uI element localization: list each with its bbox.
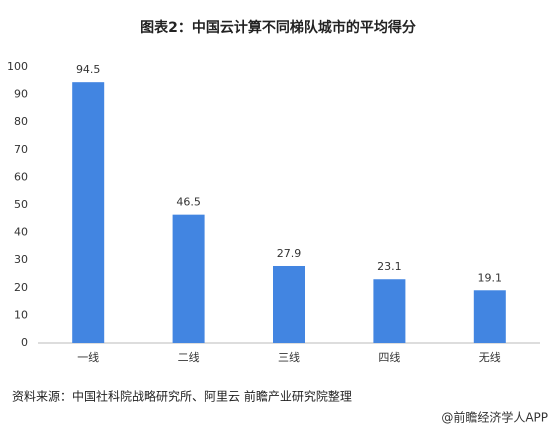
y-tick-label: 20 <box>14 281 28 294</box>
bar <box>72 82 105 344</box>
bar <box>172 214 205 343</box>
value-label: 94.5 <box>76 63 101 76</box>
x-tick-label: 四线 <box>378 350 400 364</box>
x-tick-label: 三线 <box>278 350 300 364</box>
value-label: 19.1 <box>478 271 503 284</box>
bar <box>273 265 305 343</box>
x-tick-label: 一线 <box>77 350 99 364</box>
y-tick-label: 60 <box>14 170 28 183</box>
y-tick-label: 40 <box>14 226 28 239</box>
y-tick-label: 50 <box>14 198 28 211</box>
y-tick-label: 80 <box>14 115 28 128</box>
y-tick-label: 30 <box>14 253 28 266</box>
chart-title: 图表2：中国云计算不同梯队城市的平均得分 <box>140 19 416 36</box>
x-tick-label: 二线 <box>178 350 200 364</box>
bar <box>373 279 406 343</box>
value-label: 27.9 <box>277 247 302 260</box>
y-tick-label: 0 <box>21 336 28 349</box>
y-tick-label: 70 <box>14 143 28 156</box>
bar <box>473 290 506 343</box>
x-tick-label: 无线 <box>479 350 501 364</box>
y-tick-label: 100 <box>7 60 28 73</box>
credit: @前瞻经济学人APP <box>441 410 548 425</box>
y-tick-label: 90 <box>14 88 28 101</box>
value-label: 46.5 <box>176 196 201 209</box>
y-tick-label: 10 <box>14 308 28 321</box>
source-note: 资料来源：中国社科院战略研究所、阿里云 前瞻产业研究院整理 <box>12 389 352 404</box>
value-label: 23.1 <box>377 260 402 273</box>
